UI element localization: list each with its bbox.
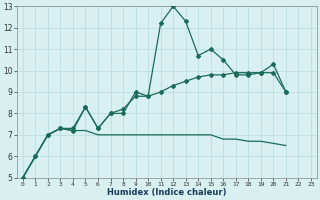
X-axis label: Humidex (Indice chaleur): Humidex (Indice chaleur): [107, 188, 227, 197]
